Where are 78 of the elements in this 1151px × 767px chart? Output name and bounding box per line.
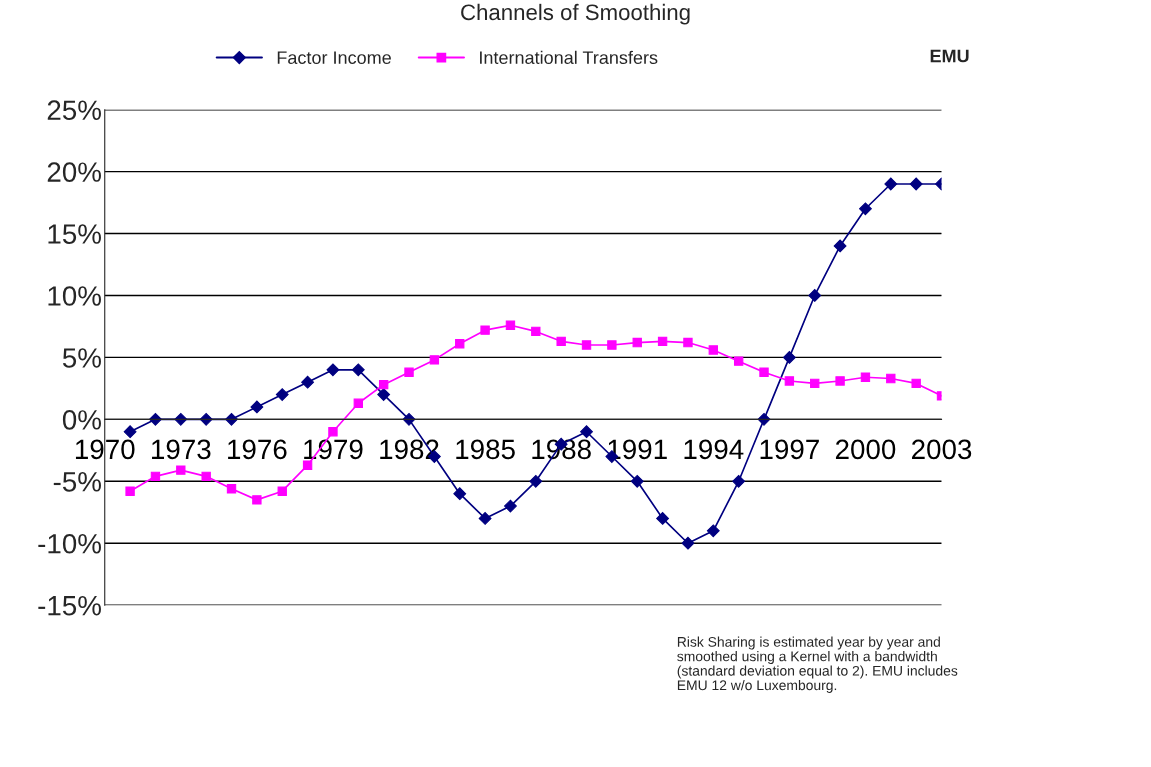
- point: [683, 337, 693, 348]
- point: [681, 536, 695, 550]
- point: [226, 484, 237, 494]
- point: [859, 202, 872, 216]
- text: Risk Sharing is estimated year by year and smoothed using a Kernel with a bandwidth (standard deviation equal to 2). EMU includes EMU 12 w/o Luxembourg.: [677, 636, 958, 693]
- point: [277, 486, 287, 496]
- point: [455, 339, 465, 349]
- point: [429, 355, 440, 365]
- point: [275, 388, 289, 401]
- point: [529, 474, 543, 488]
- point: [782, 351, 796, 364]
- point: [252, 495, 262, 505]
- point: [909, 177, 923, 191]
- point: [886, 373, 896, 384]
- y-tick-label: 10%: [48, 286, 101, 306]
- point: [377, 388, 391, 401]
- point: [199, 412, 213, 426]
- legend-label: Factor Income: [277, 51, 391, 65]
- point: [784, 376, 795, 386]
- point: [301, 375, 315, 389]
- y-tick-label: 20%: [47, 162, 101, 182]
- point: [607, 340, 617, 350]
- point: [328, 427, 338, 437]
- point: [556, 336, 566, 347]
- y-tick-label: -5%: [53, 472, 101, 492]
- point: [884, 177, 898, 191]
- point: [810, 378, 820, 389]
- point: [833, 239, 847, 253]
- point: [808, 289, 822, 302]
- x-tick-label: 1997: [760, 439, 819, 460]
- y-tick-label: -10%: [38, 533, 101, 554]
- point: [125, 486, 135, 496]
- text: EMU: [930, 49, 969, 63]
- y-tick-label: 5%: [62, 348, 101, 368]
- point: [630, 474, 644, 488]
- point: [505, 320, 516, 330]
- y-tick-label: 0%: [62, 410, 101, 430]
- x-tick-label: 1985: [456, 439, 515, 460]
- point: [123, 425, 137, 439]
- x-tick-label: 1973: [152, 439, 211, 460]
- point: [504, 499, 517, 513]
- point: [404, 367, 414, 377]
- point: [302, 460, 313, 470]
- point: [351, 363, 365, 377]
- point: [657, 336, 668, 347]
- point: [531, 326, 541, 337]
- point: [706, 524, 720, 538]
- point: [708, 345, 718, 355]
- point: [732, 474, 746, 488]
- point: [378, 379, 389, 390]
- chart-title: Channels of Smoothing: [461, 3, 690, 25]
- point: [581, 340, 592, 350]
- x-tick-label: 2000: [835, 439, 896, 460]
- y-tick-label: 25%: [47, 100, 101, 121]
- x-tick-label: 2003: [912, 439, 972, 460]
- y-tick-label: 15%: [48, 224, 101, 244]
- point: [911, 378, 921, 389]
- point: [150, 471, 161, 482]
- legend-label: International Transfers: [480, 50, 658, 65]
- y-tick-label: -15%: [38, 595, 101, 616]
- point: [759, 367, 769, 377]
- point: [656, 512, 669, 525]
- point: [632, 337, 642, 348]
- point: [580, 425, 593, 439]
- point: [353, 398, 363, 408]
- x-tick-label: 1976: [228, 439, 287, 460]
- point: [835, 376, 845, 386]
- point: [250, 400, 264, 414]
- point: [733, 356, 744, 366]
- point: [201, 471, 211, 482]
- point: [174, 412, 188, 426]
- point: [478, 512, 492, 525]
- point: [860, 372, 871, 382]
- point: [326, 363, 340, 377]
- point: [453, 487, 467, 501]
- x-tick-label: 1994: [684, 439, 744, 460]
- point: [176, 465, 186, 475]
- point: [480, 325, 490, 335]
